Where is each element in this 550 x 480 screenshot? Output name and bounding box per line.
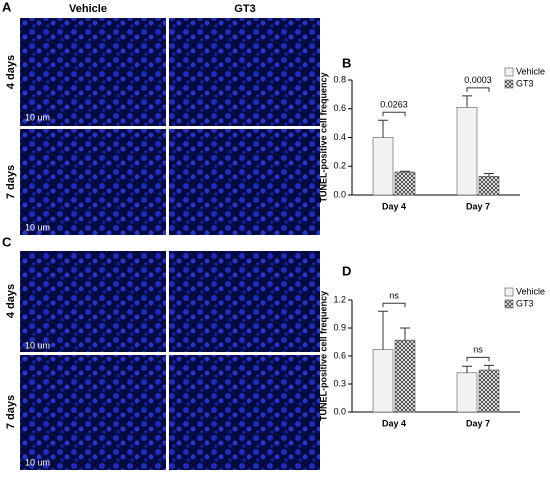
y-tick-label: 0.9	[333, 322, 346, 332]
micrographs	[20, 18, 320, 470]
y-tick-label: 0.0	[333, 189, 346, 199]
annotation: ns	[473, 345, 483, 355]
error-bar	[378, 119, 388, 138]
bar	[478, 369, 500, 413]
annotation: 0.0263	[380, 100, 408, 110]
row-label: 7 days	[5, 165, 17, 199]
y-tick-label: 1.2	[333, 294, 346, 304]
x-tick-label: Day 4	[382, 418, 406, 428]
bar	[372, 137, 394, 196]
image	[169, 251, 320, 352]
bar	[372, 349, 394, 413]
image	[20, 129, 166, 235]
column-header: GT3	[234, 3, 255, 15]
row-label: 7 days	[5, 395, 17, 429]
x-tick-label: Day 7	[466, 201, 490, 211]
y-axis-label: TUNEL-positive cell frequency	[318, 291, 328, 421]
x-tick-label: Day 4	[382, 201, 406, 211]
x-tick-label: Day 7	[466, 418, 490, 428]
significance-bracket	[466, 87, 490, 92]
image	[20, 18, 166, 126]
bar	[456, 372, 478, 413]
scale-bar: 10 um	[25, 340, 50, 350]
bar	[394, 171, 416, 196]
legend-label: GT3	[516, 78, 534, 88]
legend-label: Vehicle	[516, 66, 545, 76]
image	[169, 18, 320, 126]
row-label: 4 days	[5, 284, 17, 318]
annotation: 0.0003	[464, 75, 492, 85]
legend-label: Vehicle	[516, 286, 545, 296]
legend-swatch	[504, 67, 514, 77]
image	[20, 355, 166, 470]
error-bar	[462, 365, 472, 373]
bar	[478, 176, 500, 196]
column-header: Vehicle	[69, 3, 107, 15]
error-bar	[400, 327, 410, 341]
panel-label: A	[2, 0, 12, 14]
y-tick-label: 0.6	[333, 350, 346, 360]
bar	[456, 107, 478, 196]
scale-bar: 10 um	[25, 222, 50, 232]
y-tick-label: 0.2	[333, 161, 346, 171]
y-tick-label: 0.4	[333, 132, 346, 142]
image	[169, 355, 320, 470]
bar	[394, 339, 416, 413]
significance-bracket	[466, 356, 490, 362]
y-tick-label: 0.0	[333, 406, 346, 416]
error-bar	[400, 170, 410, 172]
significance-bracket	[382, 302, 406, 308]
scale-bar: 10 um	[25, 112, 50, 122]
image	[20, 251, 166, 352]
error-bar	[484, 364, 494, 370]
row-label: 4 days	[5, 55, 17, 89]
y-axis-label: TUNEL-positive cell frequency	[318, 72, 328, 202]
panel-label: C	[2, 234, 12, 249]
annotation: ns	[389, 291, 399, 301]
error-bar	[378, 310, 388, 350]
significance-bracket	[382, 111, 406, 117]
legend-label: GT3	[516, 298, 534, 308]
image	[169, 129, 320, 235]
panel-label: D	[342, 263, 351, 278]
scale-bar: 10 um	[25, 457, 50, 467]
panel-label: B	[342, 55, 351, 70]
legend-swatch	[504, 287, 514, 297]
y-tick-label: 0.6	[333, 103, 346, 113]
error-bar	[484, 172, 494, 177]
error-bar	[462, 95, 472, 108]
legend-swatch	[504, 299, 514, 309]
y-tick-label: 0.3	[333, 378, 346, 388]
legend-swatch	[504, 79, 514, 89]
y-tick-label: 0.8	[333, 74, 346, 84]
